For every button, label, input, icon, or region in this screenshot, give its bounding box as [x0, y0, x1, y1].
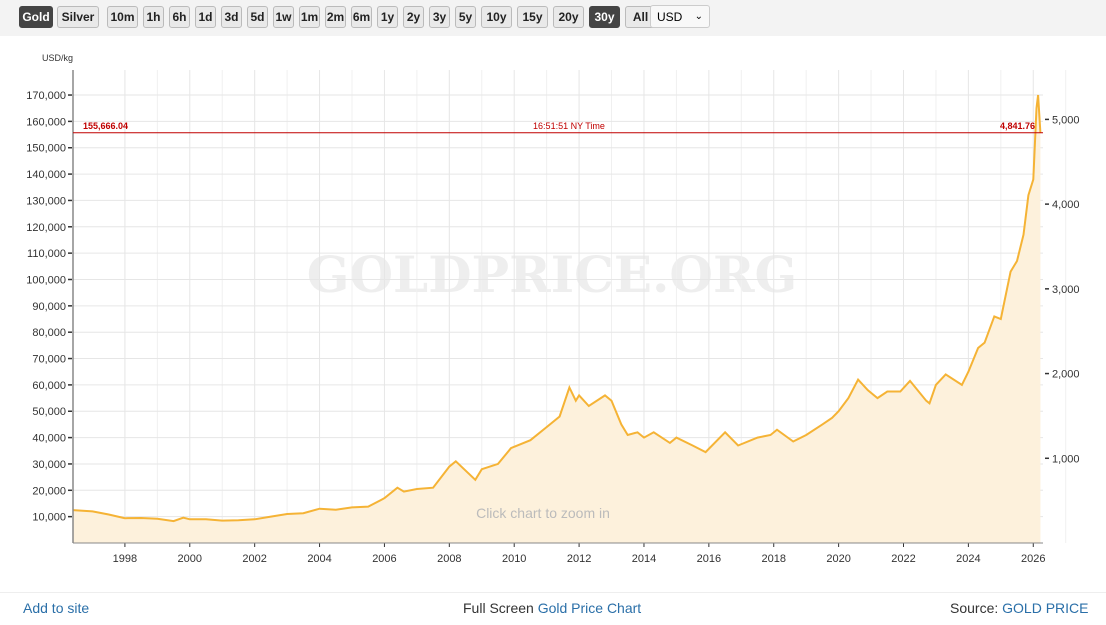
y-tick-label-left: 130,000: [26, 195, 66, 207]
range-button-3y[interactable]: 3y: [429, 6, 450, 28]
metal-button-silver[interactable]: Silver: [57, 6, 99, 28]
x-tick-label: 2012: [567, 553, 591, 565]
range-button-10y[interactable]: 10y: [481, 6, 512, 28]
y-tick-label-left: 40,000: [32, 433, 66, 445]
y-tick-label-left: 90,000: [32, 301, 66, 313]
y-tick-label-right: 5,000: [1052, 114, 1080, 126]
y-tick-label-left: 50,000: [32, 406, 66, 418]
y-tick-label-right: 2,000: [1052, 369, 1080, 381]
x-tick-label: 2016: [697, 553, 721, 565]
range-button-2m[interactable]: 2m: [325, 6, 346, 28]
currency-value: USD: [657, 9, 683, 24]
x-tick-label: 2000: [178, 553, 202, 565]
y-tick-label-left: 170,000: [26, 90, 66, 102]
range-button-3d[interactable]: 3d: [221, 6, 242, 28]
y-tick-label-left: 30,000: [32, 459, 66, 471]
source-link[interactable]: GOLD PRICE: [1002, 600, 1089, 616]
x-tick-label: 2010: [502, 553, 526, 565]
y-tick-label-left: 140,000: [26, 169, 66, 181]
range-button-All[interactable]: All: [625, 6, 656, 28]
zoom-hint: Click chart to zoom in: [476, 505, 610, 521]
range-button-1h[interactable]: 1h: [143, 6, 164, 28]
currency-select[interactable]: USD ⌄: [650, 5, 710, 28]
x-tick-label: 2014: [632, 553, 656, 565]
y-tick-label-left: 110,000: [27, 248, 66, 260]
y-tick-label-left: 150,000: [26, 143, 66, 155]
watermark: GOLDPRICE.ORG: [307, 245, 797, 304]
range-button-6h[interactable]: 6h: [169, 6, 190, 28]
y-tick-label-left: 70,000: [32, 354, 66, 366]
x-tick-label: 2018: [761, 553, 785, 565]
x-tick-label: 2024: [956, 553, 980, 565]
range-button-1m[interactable]: 1m: [299, 6, 320, 28]
range-button-30y[interactable]: 30y: [589, 6, 620, 28]
price-area-fill: [73, 95, 1041, 543]
chevron-down-icon: ⌄: [694, 11, 703, 22]
range-button-20y[interactable]: 20y: [553, 6, 584, 28]
toolbar: Gold Silver 10m 1h 6h 1d 3d 5d 1w 1m 2m 6m 1y 2y 3y 5y 1…: [0, 0, 1106, 36]
current-time: 16:51:51 NY Time: [533, 121, 605, 131]
range-button-5y[interactable]: 5y: [455, 6, 476, 28]
x-tick-label: 2002: [242, 553, 266, 565]
current-price-oz: 4,841.76: [1000, 121, 1035, 131]
range-button-2y[interactable]: 2y: [403, 6, 424, 28]
range-button-1w[interactable]: 1w: [273, 6, 294, 28]
x-tick-label: 2022: [891, 553, 915, 565]
range-button-1d[interactable]: 1d: [195, 6, 216, 28]
y-tick-label-left: 160,000: [26, 116, 66, 128]
x-tick-label: 2026: [1021, 553, 1045, 565]
range-button-6m[interactable]: 6m: [351, 6, 372, 28]
range-button-10m[interactable]: 10m: [107, 6, 138, 28]
y-tick-label-left: 100,000: [26, 274, 66, 286]
y-tick-label-right: 4,000: [1052, 199, 1080, 211]
y-tick-label-right: 3,000: [1052, 284, 1080, 296]
full-screen-link[interactable]: Gold Price Chart: [537, 600, 642, 616]
x-tick-label: 2004: [307, 553, 331, 565]
y-tick-label-left: 20,000: [32, 485, 66, 497]
y-tick-label-right: 1,000: [1052, 453, 1080, 465]
full-screen-text: Full Screen: [463, 600, 538, 616]
range-button-1y[interactable]: 1y: [377, 6, 398, 28]
gold-price-chart[interactable]: USD/kg GOLDPRICE.ORG 1998 2000 2002 2004 200…: [0, 0, 1106, 590]
y-axis-label: USD/kg: [42, 53, 73, 63]
y-tick-label-left: 10,000: [32, 512, 66, 524]
range-button-5d[interactable]: 5d: [247, 6, 268, 28]
y-tick-label-left: 120,000: [26, 222, 66, 234]
current-price-kg: 155,666.04: [83, 121, 128, 131]
x-tick-label: 2006: [372, 553, 396, 565]
x-tick-label: 2020: [826, 553, 850, 565]
y-tick-label-left: 80,000: [32, 327, 66, 339]
add-to-site-link[interactable]: Add to site: [23, 600, 90, 616]
y-tick-label-left: 60,000: [32, 380, 66, 392]
range-button-15y[interactable]: 15y: [517, 6, 548, 28]
x-tick-label: 1998: [113, 553, 137, 565]
price-line: [72, 94, 1042, 523]
source-text: Source:: [950, 600, 1003, 616]
x-tick-label: 2008: [437, 553, 461, 565]
metal-button-gold[interactable]: Gold: [19, 6, 53, 28]
